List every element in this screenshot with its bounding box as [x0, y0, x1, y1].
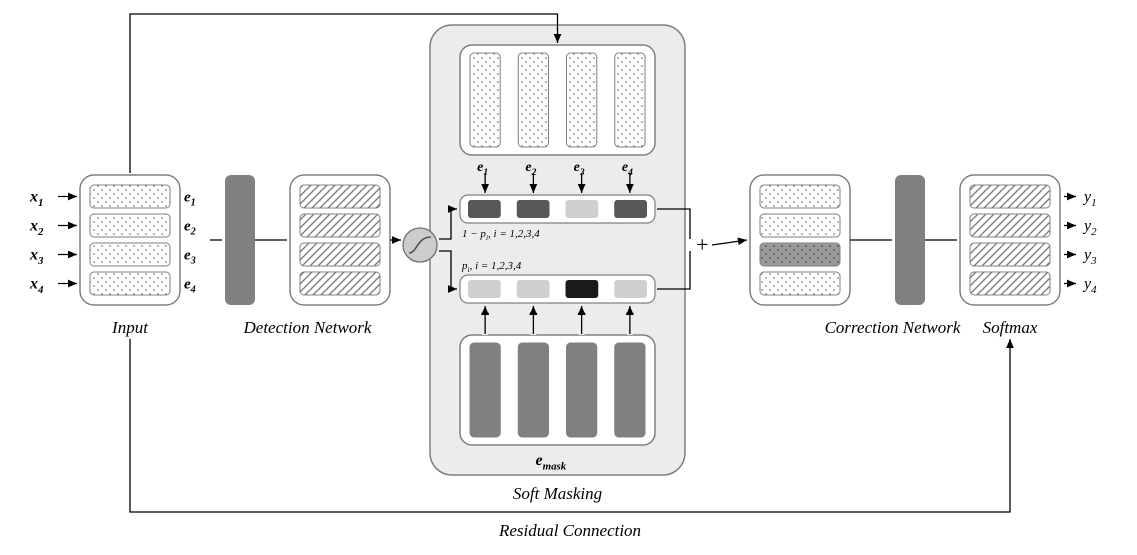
label-residual: Residual Connection — [498, 521, 641, 540]
svg-text:x3: x3 — [29, 247, 44, 267]
label-softmasking: Soft Masking — [513, 484, 602, 503]
svg-text:x1: x1 — [29, 189, 43, 209]
svg-text:x4: x4 — [29, 276, 44, 296]
svg-text:e1: e1 — [184, 190, 196, 209]
svg-text:e4: e4 — [184, 277, 196, 296]
svg-text:e2: e2 — [184, 219, 196, 238]
svg-text:y4: y4 — [1082, 276, 1097, 296]
sigmoid-node — [403, 228, 437, 262]
plus-symbol: + — [695, 232, 710, 257]
label-softmax: Softmax — [983, 318, 1038, 337]
label-correction: Correction Network — [825, 318, 961, 337]
svg-text:1 − pi, i = 1,2,3,4: 1 − pi, i = 1,2,3,4 — [462, 228, 540, 242]
svg-text:y2: y2 — [1082, 218, 1097, 238]
label-detection: Detection Network — [243, 318, 372, 337]
label-input: Input — [111, 318, 149, 337]
svg-text:y1: y1 — [1082, 189, 1097, 209]
detection-network-block — [225, 175, 255, 305]
correction-network-block — [895, 175, 925, 305]
svg-text:e3: e3 — [184, 248, 196, 267]
svg-text:y3: y3 — [1082, 247, 1097, 267]
svg-text:x2: x2 — [29, 218, 44, 238]
svg-text:pi, i = 1,2,3,4: pi, i = 1,2,3,4 — [461, 260, 522, 274]
